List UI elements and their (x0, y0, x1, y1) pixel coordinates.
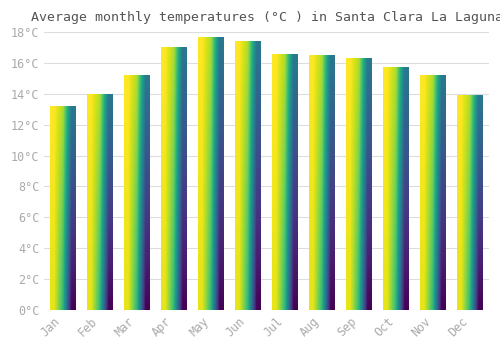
Title: Average monthly temperatures (°C ) in Santa Clara La Laguna: Average monthly temperatures (°C ) in Sa… (30, 11, 500, 24)
